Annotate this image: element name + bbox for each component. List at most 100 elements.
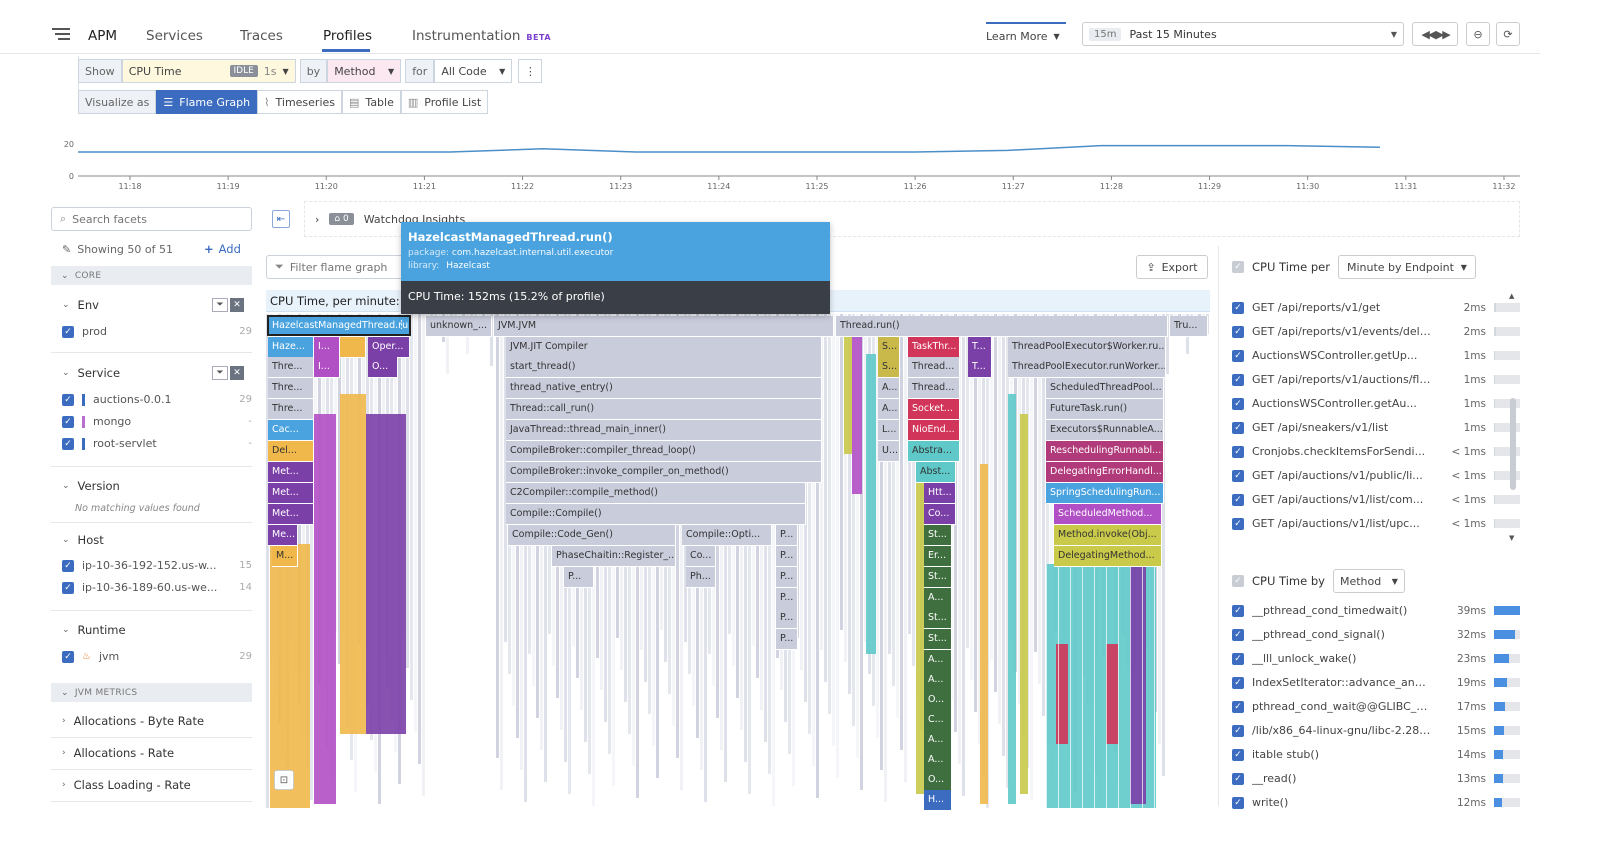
- flame-frame[interactable]: Htt...: [924, 483, 956, 504]
- flame-frame[interactable]: O...: [924, 770, 952, 791]
- minimap-toggle-button[interactable]: ⊡: [274, 770, 294, 790]
- breakdown-row[interactable]: ✓ GET /api/auctions/v1/list/com... < 1ms: [1232, 493, 1520, 506]
- export-button[interactable]: ⇪ Export: [1136, 255, 1208, 279]
- breakdown-row[interactable]: ✓ GET /api/auctions/v1/public/li... < 1ms: [1232, 469, 1520, 482]
- flame-frame[interactable]: A...: [924, 670, 952, 691]
- flame-frame[interactable]: St...: [924, 629, 952, 650]
- timeline-chart[interactable]: 20 0 11:18 11:19 11:20 11:21 11:22 11:23 11:24 11…: [40, 128, 1530, 196]
- nav-services[interactable]: Services: [146, 28, 203, 44]
- breakdown-row[interactable]: ✓ Cronjobs.checkItemsForSendi... < 1ms: [1232, 445, 1520, 458]
- flame-frame[interactable]: Thread.run(): [836, 316, 1168, 337]
- service-item-root-servlet[interactable]: ✓ root-servlet -: [62, 437, 252, 450]
- tab-profile-list[interactable]: ▥ Profile List: [400, 90, 489, 114]
- version-facet-header[interactable]: ⌄ Version: [62, 479, 120, 493]
- service-facet-header[interactable]: ⌄ Service: [62, 366, 120, 380]
- facet-search-input[interactable]: [72, 212, 233, 226]
- tab-timeseries[interactable]: ⌇ Timeseries: [257, 90, 343, 114]
- breakdown-row[interactable]: ✓ GET /api/reports/v1/auctions/fli... 1ms: [1232, 373, 1520, 386]
- service-filter-actions[interactable]: ⏷ ✕: [212, 366, 244, 380]
- flame-frame[interactable]: T...: [968, 357, 992, 378]
- checkbox-icon[interactable]: ✓: [1232, 301, 1244, 314]
- env-item-prod[interactable]: ✓ prod 29: [62, 325, 252, 338]
- flame-frame[interactable]: JVM.JVM: [494, 316, 834, 337]
- flame-frame[interactable]: Tru...: [1170, 316, 1208, 337]
- flame-frame[interactable]: Del...: [268, 441, 314, 462]
- runtime-facet-header[interactable]: ⌄ Runtime: [62, 623, 126, 637]
- checkbox-icon[interactable]: ✓: [1232, 748, 1244, 761]
- filter-icon[interactable]: ⏷: [212, 366, 228, 380]
- flame-frame[interactable]: ScheduledMethod...: [1054, 504, 1162, 525]
- checkbox-icon[interactable]: ✓: [1232, 575, 1244, 587]
- flame-frame[interactable]: SpringSchedulingRun...: [1046, 483, 1164, 504]
- refresh-button[interactable]: ⟳: [1496, 22, 1520, 46]
- flame-frame[interactable]: Method.invoke(Obj...: [1054, 525, 1162, 546]
- host-item[interactable]: ✓ ip-10-36-189-60.us-we... 14: [62, 581, 252, 594]
- checkbox-icon[interactable]: ✓: [1232, 349, 1244, 362]
- flame-frame[interactable]: JavaThread::thread_main_inner(): [506, 420, 822, 441]
- flame-frame[interactable]: P...: [776, 608, 798, 629]
- flame-frame[interactable]: TaskThr...: [908, 337, 960, 358]
- checkbox-icon[interactable]: ✓: [1232, 445, 1244, 458]
- checkbox-icon[interactable]: ✓: [1232, 676, 1244, 689]
- nav-apm[interactable]: APM: [88, 28, 118, 44]
- breakdown-row[interactable]: ✓ /lib/x86_64-linux-gnu/libc-2.28.so() 15m…: [1232, 724, 1520, 737]
- close-icon[interactable]: ✕: [230, 366, 244, 380]
- checkbox-icon[interactable]: ✓: [1232, 373, 1244, 386]
- time-range-selector[interactable]: 15m Past 15 Minutes ▼: [1082, 22, 1404, 46]
- flame-frame[interactable]: Thre...: [268, 378, 314, 399]
- runtime-item-jvm[interactable]: ✓ ♨ jvm 29: [62, 650, 252, 663]
- flame-frame[interactable]: DelegatingMethod...: [1054, 546, 1162, 567]
- flame-frame[interactable]: M...: [272, 546, 298, 567]
- scroll-down-icon[interactable]: ▼: [1509, 534, 1515, 542]
- checkbox-icon[interactable]: ✓: [1232, 772, 1244, 785]
- checkbox-icon[interactable]: ✓: [62, 650, 74, 663]
- flame-frame[interactable]: O...: [924, 690, 952, 711]
- allocations-byte-rate-header[interactable]: › Allocations - Byte Rate: [62, 714, 204, 728]
- env-filter-actions[interactable]: ⏷ ✕: [212, 298, 244, 312]
- flame-frame[interactable]: I...: [314, 357, 340, 378]
- flame-frame[interactable]: ThreadPoolExecutor.runWorker...: [1008, 357, 1166, 378]
- flame-frame[interactable]: Thread...: [908, 378, 960, 399]
- flame-frame[interactable]: P...: [776, 588, 798, 609]
- checkbox-icon[interactable]: ✓: [1232, 724, 1244, 737]
- flame-frame[interactable]: ThreadPoolExecutor$Worker.ru...: [1008, 337, 1166, 358]
- endpoint-scrollbar[interactable]: ▲ ▼: [1508, 292, 1518, 544]
- flame-frame[interactable]: Oper...: [368, 337, 410, 358]
- flame-frame[interactable]: CompileBroker::invoke_compiler_on_method…: [506, 462, 822, 483]
- flame-frame[interactable]: St...: [924, 608, 952, 629]
- add-facet-button[interactable]: + Add: [204, 242, 241, 256]
- flame-frame[interactable]: Er...: [924, 546, 952, 567]
- flame-frame[interactable]: Me...: [268, 525, 298, 546]
- core-section[interactable]: ⌄ CORE: [51, 266, 252, 285]
- flame-frame[interactable]: Met...: [268, 483, 314, 504]
- checkbox-icon[interactable]: ✓: [1232, 700, 1244, 713]
- flame-frame[interactable]: Executors$RunnableA...: [1046, 420, 1164, 441]
- breakdown-row[interactable]: ✓ GET /api/reports/v1/events/deli... 2ms: [1232, 325, 1520, 338]
- more-options-button[interactable]: ⋮: [518, 59, 543, 83]
- flame-frame[interactable]: T...: [968, 337, 992, 358]
- flame-frame[interactable]: ScheduledThreadPool...: [1046, 378, 1164, 399]
- rewind-button[interactable]: ◀◀ ▶▶: [1412, 22, 1458, 46]
- host-item[interactable]: ✓ ip-10-36-192-152.us-w... 15: [62, 559, 252, 572]
- breakdown-row[interactable]: ✓ GET /api/reports/v1/get 2ms: [1232, 301, 1520, 314]
- flame-frame[interactable]: Compile::Compile(): [506, 504, 806, 525]
- allocations-rate-header[interactable]: › Allocations - Rate: [62, 746, 174, 760]
- flame-frame[interactable]: Met...: [268, 462, 314, 483]
- endpoint-group-select[interactable]: Minute by Endpoint ▼: [1337, 255, 1476, 279]
- jvm-metrics-section[interactable]: ⌄ JVM METRICS: [51, 683, 252, 702]
- flame-frame[interactable]: P...: [776, 525, 798, 546]
- flame-filter[interactable]: ⏷: [266, 255, 406, 279]
- flame-frame[interactable]: P...: [776, 629, 798, 650]
- checkbox-icon[interactable]: ✓: [1232, 517, 1244, 530]
- flame-frame[interactable]: NioEnd...: [908, 420, 960, 441]
- breakdown-row[interactable]: ✓ GET /api/auctions/v1/list/upc... < 1ms: [1232, 517, 1520, 530]
- flame-frame[interactable]: U...: [878, 441, 900, 462]
- breakdown-row[interactable]: ✓ IndexSetIterator::advance_and_n... 19ms: [1232, 676, 1520, 689]
- close-icon[interactable]: ✕: [230, 298, 244, 312]
- breakdown-row[interactable]: ✓ itable stub() 14ms: [1232, 748, 1520, 761]
- frame-menu-icon[interactable]: ⋮: [396, 318, 407, 331]
- flame-frame[interactable]: S...: [878, 357, 900, 378]
- checkbox-icon[interactable]: ✓: [1232, 493, 1244, 506]
- service-item-auctions[interactable]: ✓ auctions-0.0.1 29: [62, 393, 252, 406]
- flame-frame[interactable]: O...: [368, 357, 398, 378]
